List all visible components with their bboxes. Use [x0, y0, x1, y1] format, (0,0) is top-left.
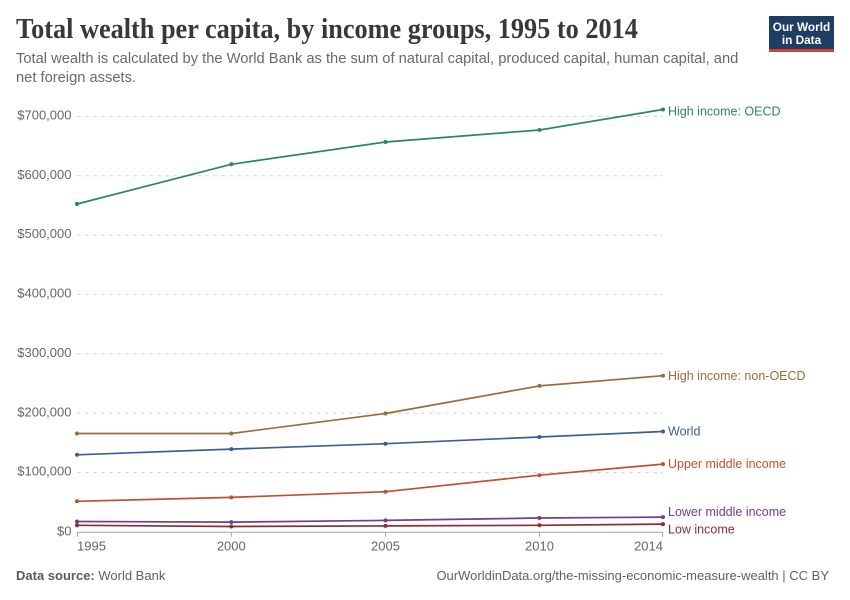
svg-text:$400,000: $400,000	[17, 286, 71, 301]
svg-text:High income: non-OECD: High income: non-OECD	[668, 369, 806, 383]
svg-text:2010: 2010	[525, 539, 554, 554]
svg-text:$0: $0	[57, 523, 71, 538]
svg-text:$100,000: $100,000	[17, 464, 71, 479]
svg-text:1995: 1995	[77, 539, 106, 554]
svg-text:$300,000: $300,000	[17, 345, 71, 360]
svg-text:$700,000: $700,000	[17, 108, 71, 123]
svg-text:$200,000: $200,000	[17, 404, 71, 419]
svg-text:High income: OECD: High income: OECD	[668, 105, 781, 119]
svg-text:$600,000: $600,000	[17, 167, 71, 182]
svg-text:World: World	[668, 425, 700, 439]
svg-text:2005: 2005	[371, 539, 400, 554]
svg-text:2014: 2014	[634, 539, 663, 554]
svg-text:$500,000: $500,000	[17, 226, 71, 241]
svg-text:Low income: Low income	[668, 523, 735, 537]
svg-text:2000: 2000	[217, 539, 246, 554]
svg-text:Lower middle income: Lower middle income	[668, 505, 786, 519]
svg-text:Upper middle income: Upper middle income	[668, 457, 786, 471]
